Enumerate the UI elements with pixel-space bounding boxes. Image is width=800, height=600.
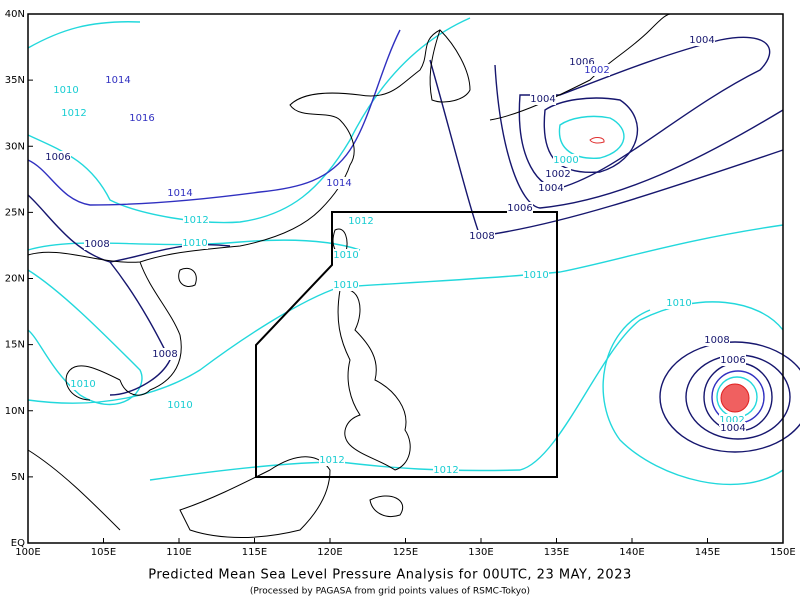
x-tick-label: 110E: [166, 547, 191, 558]
contour-label: 1014: [167, 188, 192, 199]
y-tick-label: 10N: [5, 406, 25, 417]
contour-label-bg: [183, 214, 209, 226]
contour-label: 1012: [433, 465, 458, 476]
contour-label: 1014: [105, 75, 130, 86]
y-tick-label: 40N: [5, 9, 25, 20]
x-tick-label: 130E: [468, 547, 493, 558]
contour-label-bg: [720, 422, 746, 434]
contour-label: 1012: [319, 455, 344, 466]
contour-label: 1012: [61, 108, 86, 119]
x-tick-label: 140E: [619, 547, 644, 558]
y-tick-label: 25N: [5, 207, 25, 218]
contour-label: 1010: [70, 379, 95, 390]
contour-label: 1002: [719, 415, 744, 426]
contour-label: 1012: [183, 215, 208, 226]
contour-label: 1012: [348, 216, 373, 227]
x-tick-label: 135E: [544, 547, 569, 558]
contour-label: 1010: [182, 238, 207, 249]
contour-label-bg: [129, 112, 155, 124]
x-tick-label: 100E: [15, 547, 40, 558]
contour-label: 1014: [326, 178, 351, 189]
contour-label-bg: [348, 215, 374, 227]
contour-label-bg: [61, 107, 87, 119]
contour-label: 1010: [666, 298, 691, 309]
contour-label-bg: [523, 269, 549, 281]
y-tick-label: 5N: [11, 472, 25, 483]
contour-label: 1004: [538, 183, 563, 194]
contour-label-bg: [45, 151, 71, 163]
contour-label: 1016: [129, 113, 154, 124]
map-title: Predicted Mean Sea Level Pressure Analys…: [148, 568, 632, 583]
contour-label: 1002: [545, 169, 570, 180]
contour-label-bg: [469, 230, 495, 242]
contour-label: 1008: [704, 335, 729, 346]
map-frame: [27, 13, 784, 544]
contour-label: 1006: [569, 57, 594, 68]
contour-label-bg: [105, 74, 131, 86]
contour-label-bg: [433, 464, 459, 476]
contour-label-bg: [666, 297, 692, 309]
contour-label: 1010: [53, 85, 78, 96]
contour-label-bg: [553, 154, 579, 166]
y-tick-label: 15N: [5, 340, 25, 351]
contour-label: 1006: [45, 152, 70, 163]
x-tick-label: 150E: [770, 547, 795, 558]
contour-label-bg: [530, 93, 556, 105]
contour-label: 1006: [720, 355, 745, 366]
contour-label-bg: [152, 348, 178, 360]
contour-label-bg: [326, 177, 352, 189]
contour-label: 1000: [553, 155, 578, 166]
contour-label: 1002: [584, 65, 609, 76]
contour-label-bg: [167, 187, 193, 199]
contour-label-bg: [84, 238, 110, 250]
contour-label: 1010: [523, 270, 548, 281]
contour-label: 1006: [507, 203, 532, 214]
y-tick-label: 30N: [5, 141, 25, 152]
contour-label: 1008: [469, 231, 494, 242]
contour-label: 1010: [333, 280, 358, 291]
contour-label-bg: [53, 84, 79, 96]
y-tick-label: 20N: [5, 274, 25, 285]
x-tick-label: 115E: [242, 547, 267, 558]
contour-label: 1010: [333, 250, 358, 261]
contour-label-bg: [704, 334, 730, 346]
y-tick-label: 35N: [5, 75, 25, 86]
contour-label: 1010: [167, 400, 192, 411]
contour-label-bg: [70, 378, 96, 390]
contour-label-bg: [689, 34, 715, 46]
contour-label-bg: [584, 64, 610, 76]
contour-label: 1004: [720, 423, 745, 434]
contour-label-bg: [167, 399, 193, 411]
contour-label-bg: [507, 202, 533, 214]
y-tick-label: EQ: [11, 538, 25, 549]
map-subtitle: (Processed by PAGASA from grid points va…: [250, 587, 530, 597]
contour-label: 1004: [689, 35, 714, 46]
par-boundary: [255, 211, 558, 478]
contour-label-bg: [545, 168, 571, 180]
x-tick-label: 120E: [317, 547, 342, 558]
contour-label-bg: [333, 249, 359, 261]
contour-label-bg: [720, 354, 746, 366]
x-tick-label: 105E: [91, 547, 116, 558]
contours: [27, 17, 800, 486]
contour-label: 1008: [84, 239, 109, 250]
x-tick-label: 125E: [393, 547, 418, 558]
x-tick-label: 145E: [695, 547, 720, 558]
coastlines: [27, 13, 671, 538]
contour-label-bg: [182, 237, 208, 249]
contour-label: 1008: [152, 349, 177, 360]
contour-label: 1004: [530, 94, 555, 105]
contour-label-bg: [538, 182, 564, 194]
contour-label-bg: [319, 454, 345, 466]
contour-label-bg: [333, 279, 359, 291]
